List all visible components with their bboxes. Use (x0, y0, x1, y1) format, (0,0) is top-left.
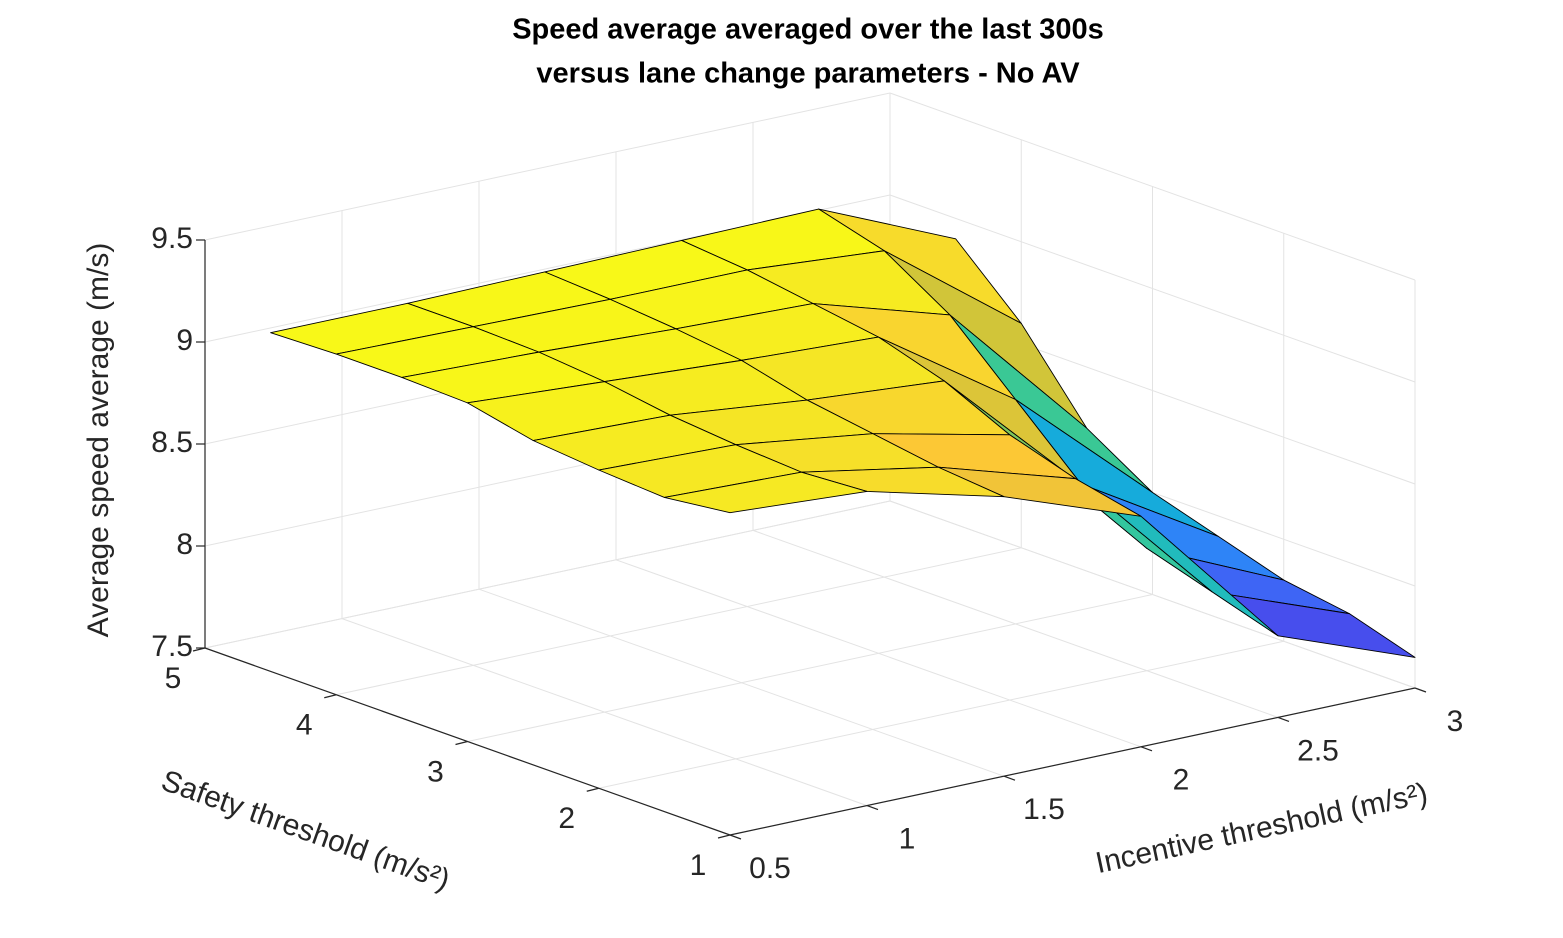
z-tick-label: 9.5 (151, 222, 193, 255)
surface (270, 208, 1416, 658)
y-tick-label: 1 (690, 849, 707, 882)
tick-mark (1414, 687, 1427, 693)
grid-line (598, 640, 1284, 789)
y-tick-label: 3 (427, 755, 444, 788)
tick-mark (866, 805, 879, 811)
z-tick-label: 8.5 (151, 426, 193, 459)
grid-line (204, 500, 891, 649)
tick-mark (729, 834, 742, 840)
x-axis-label: Incentive threshold (m/s²) (1093, 777, 1431, 880)
grid-line (204, 92, 891, 241)
z-tick-label: 9 (176, 324, 193, 357)
y-tick-label: 4 (296, 709, 313, 742)
tick-mark (324, 694, 337, 699)
chart-title: versus lane change parameters - No AV (536, 58, 1080, 90)
z-axis-label: Average speed average (m/s) (82, 243, 115, 638)
x-tick-label: 2.5 (1297, 734, 1339, 767)
tick-mark (192, 647, 206, 652)
tick-mark (455, 740, 468, 746)
grid-line (467, 594, 1153, 742)
tick-mark (1003, 775, 1016, 781)
tick-mark (1277, 716, 1290, 722)
x-axis (729, 687, 1416, 836)
z-tick-label: 7.5 (151, 630, 193, 663)
y-tick-label: 5 (165, 662, 182, 695)
y-tick-label: 2 (558, 802, 575, 835)
y-axis-label: Safety threshold (m/s²) (157, 764, 454, 897)
tick-mark (1140, 746, 1153, 752)
z-tick-label: 8 (176, 528, 193, 561)
grid-line (889, 500, 1416, 689)
tick-mark (717, 834, 731, 839)
x-tick-label: 0.5 (749, 852, 791, 885)
surface-face (663, 471, 868, 514)
tick-mark (586, 787, 599, 792)
axes: 7.5 8 8.5 9 9.5 1 2 3 4 5 0.5 1 1.5 2 2.5 3 (151, 222, 1463, 885)
x-tick-label: 2 (1173, 764, 1190, 797)
x-tick-label: 3 (1447, 705, 1464, 738)
x-tick-label: 1 (899, 823, 916, 856)
x-tick-label: 1.5 (1023, 793, 1065, 826)
grid-line (336, 547, 1022, 696)
grid-line (889, 92, 1416, 281)
chart-title: Speed average averaged over the last 300… (512, 14, 1104, 46)
grid-line (889, 194, 1416, 383)
